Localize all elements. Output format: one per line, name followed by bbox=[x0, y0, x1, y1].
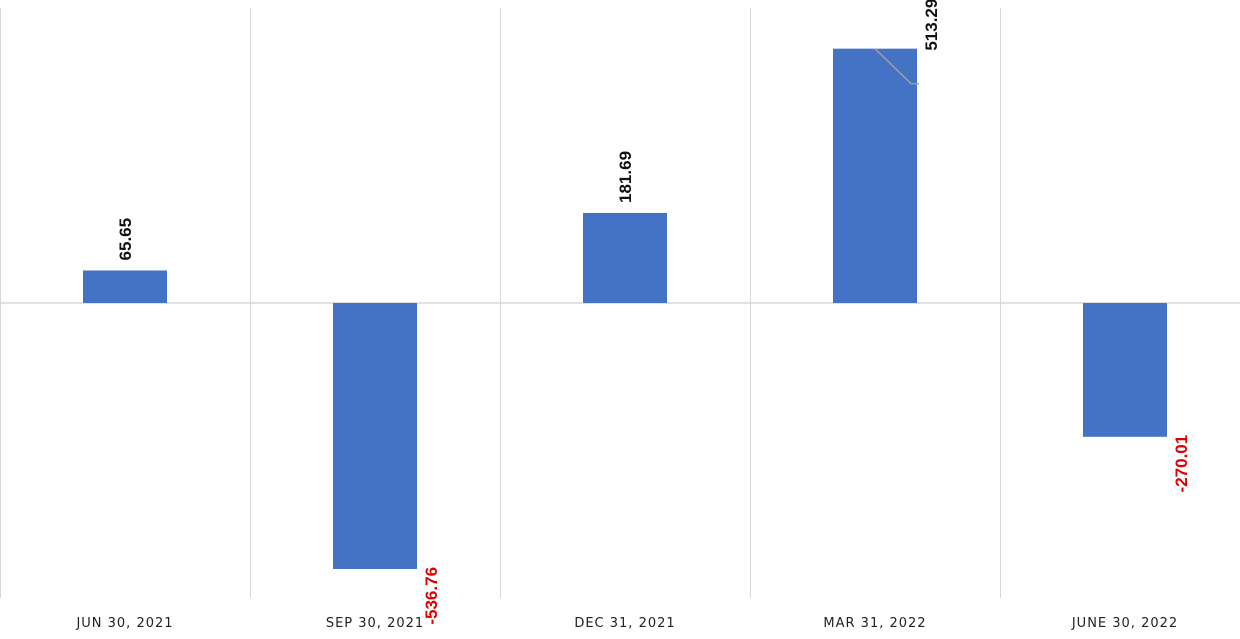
bar-3[interactable] bbox=[583, 212, 667, 303]
x-tick-label: JUNE 30, 2022 bbox=[1071, 616, 1178, 631]
bar-4[interactable] bbox=[833, 48, 917, 303]
x-axis-ticks: JUN 30, 2021 SEP 30, 2021 DEC 31, 2021 MAR … bbox=[75, 616, 1178, 631]
x-tick-label: MAR 31, 2022 bbox=[823, 616, 926, 631]
bar-5[interactable] bbox=[1083, 303, 1167, 437]
leader-line bbox=[874, 48, 919, 85]
bar-layer bbox=[83, 48, 1167, 569]
bar-2[interactable] bbox=[333, 303, 417, 569]
x-tick-label: JUN 30, 2021 bbox=[75, 616, 173, 631]
data-label-layer: 65.65 -536.76 181.69 513.29 -270.01 bbox=[116, 0, 1191, 625]
data-label-5: -270.01 bbox=[1172, 435, 1191, 493]
data-label-4: 513.29 bbox=[922, 0, 941, 51]
data-label-2: -536.76 bbox=[422, 567, 441, 625]
x-tick-label: SEP 30, 2021 bbox=[326, 616, 424, 631]
x-tick-label: DEC 31, 2021 bbox=[574, 616, 675, 631]
data-label-3: 181.69 bbox=[616, 151, 635, 203]
data-label-1: 65.65 bbox=[116, 218, 135, 261]
bar-1[interactable] bbox=[83, 270, 167, 303]
